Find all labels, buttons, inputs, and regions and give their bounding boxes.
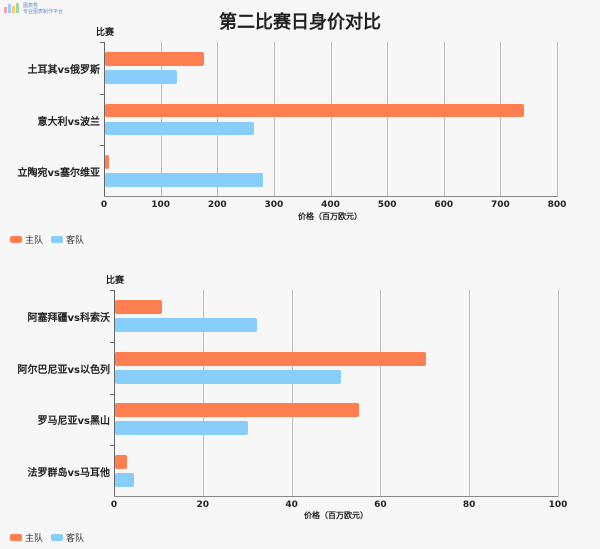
grid-line xyxy=(387,42,389,197)
away-bar[interactable] xyxy=(105,121,254,136)
away-bar[interactable] xyxy=(115,317,258,332)
grid-line xyxy=(469,290,471,497)
x-tick-label: 800 xyxy=(547,200,567,210)
x-tick-label: 100 xyxy=(548,500,568,510)
grid-line xyxy=(273,42,275,197)
grid-line xyxy=(202,290,204,497)
home-bar[interactable] xyxy=(105,103,525,118)
x-tick-label: 700 xyxy=(490,200,510,210)
y-axis-line xyxy=(104,42,105,197)
legend-item-away[interactable]: 客队 xyxy=(51,531,84,544)
x-tick-label: 200 xyxy=(207,200,227,210)
away-bar[interactable] xyxy=(115,421,249,436)
chart-1: 比赛 土耳其vs俄罗斯意大利vs波兰立陶宛vs塞尔维亚 0 100 200 300 40… xyxy=(0,0,600,260)
legend-item-home[interactable]: 主队 xyxy=(10,531,43,544)
home-swatch-icon xyxy=(10,236,22,243)
x-tick-label: 0 xyxy=(110,500,118,510)
away-bar[interactable] xyxy=(115,473,134,488)
x-tick-label: 40 xyxy=(285,500,298,510)
home-bar[interactable] xyxy=(105,155,109,170)
away-swatch-icon xyxy=(51,534,64,541)
y-tick xyxy=(110,393,114,395)
category-label: 意大利vs波兰 xyxy=(37,116,100,128)
grid-line xyxy=(558,290,559,497)
away-swatch-icon xyxy=(51,236,64,243)
legend: 主队 客队 xyxy=(10,531,92,544)
plot-area xyxy=(100,42,558,197)
grid-line xyxy=(330,42,332,197)
x-tick-label: 500 xyxy=(377,200,397,210)
x-tick-label: 80 xyxy=(462,500,476,510)
x-tick-label: 300 xyxy=(264,200,284,210)
category-label: 法罗群岛vs马耳他 xyxy=(27,468,110,480)
legend: 主队 客队 xyxy=(10,233,92,246)
y-tick xyxy=(100,93,104,95)
y-axis-title: 比赛 xyxy=(106,276,125,286)
chart-title: 第二比赛日身价对比 xyxy=(219,12,381,33)
logo: 图表秀 专业图表制作平台 xyxy=(4,3,63,17)
x-tick-label: 100 xyxy=(151,200,171,210)
home-bar[interactable] xyxy=(115,455,127,470)
category-label: 土耳其vs俄罗斯 xyxy=(27,64,100,76)
x-tick-label: 20 xyxy=(196,500,210,510)
home-swatch-icon xyxy=(10,534,22,541)
x-axis-title: 价格（百万欧元） xyxy=(298,212,362,221)
category-label: 立陶宛vs塞尔维亚 xyxy=(17,168,100,180)
x-axis-line xyxy=(114,496,558,497)
grid-line xyxy=(160,42,162,197)
legend-item-away[interactable]: 客队 xyxy=(51,233,84,246)
grid-line xyxy=(443,42,445,197)
y-tick xyxy=(100,145,104,147)
grid-line xyxy=(380,290,382,497)
grid-line xyxy=(500,42,502,197)
x-tick-label: 60 xyxy=(374,500,387,510)
logo-icon xyxy=(4,3,44,13)
away-bar[interactable] xyxy=(105,69,177,84)
x-tick-label: 0 xyxy=(100,200,108,210)
home-bar[interactable] xyxy=(115,403,360,418)
y-tick xyxy=(100,42,104,43)
legend-item-home[interactable]: 主队 xyxy=(10,233,43,246)
home-bar[interactable] xyxy=(115,299,162,314)
home-bar[interactable] xyxy=(115,351,426,366)
y-tick xyxy=(110,290,114,291)
category-label: 罗马尼亚vs黑山 xyxy=(37,416,110,428)
x-axis-title: 价格（百万欧元） xyxy=(304,511,368,520)
x-axis-line xyxy=(104,196,557,197)
logo-text: 图表秀 专业图表制作平台 xyxy=(23,3,64,15)
category-label: 阿尔巴尼亚vs以色列 xyxy=(17,364,110,376)
away-bar[interactable] xyxy=(105,173,263,188)
y-axis-title: 比赛 xyxy=(96,28,115,38)
category-label: 阿塞拜疆vs科索沃 xyxy=(27,312,110,324)
grid-line xyxy=(557,42,558,197)
y-axis-line xyxy=(114,290,115,497)
y-tick xyxy=(110,341,114,343)
home-bar[interactable] xyxy=(105,51,205,66)
plot-area xyxy=(110,290,559,497)
away-bar[interactable] xyxy=(115,369,342,384)
y-tick xyxy=(110,445,114,447)
x-tick-label: 400 xyxy=(321,200,340,210)
x-tick-label: 600 xyxy=(434,200,454,210)
grid-line xyxy=(291,290,293,497)
grid-line xyxy=(217,42,219,197)
